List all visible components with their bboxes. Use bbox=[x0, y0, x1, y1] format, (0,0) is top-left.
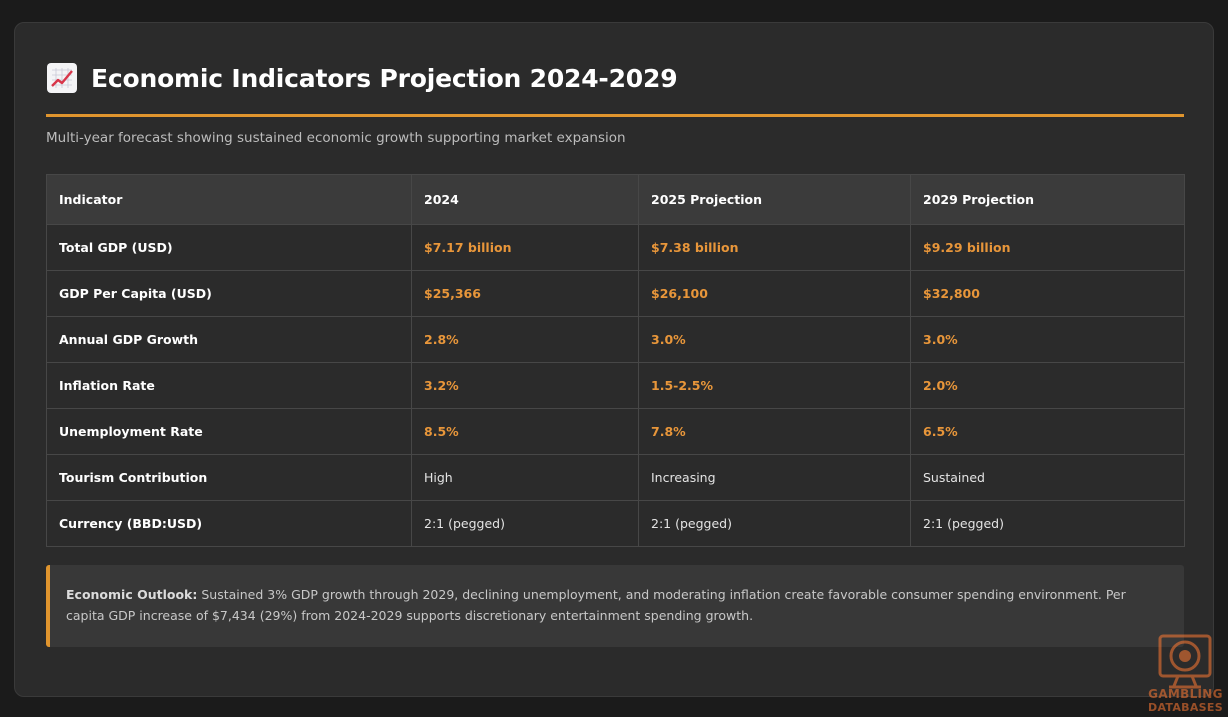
title-divider bbox=[46, 114, 1184, 117]
row-label: Tourism Contribution bbox=[46, 454, 412, 501]
cell-2029: $9.29 billion bbox=[910, 224, 1185, 271]
table-row: Currency (BBD:USD) 2:1 (pegged) 2:1 (peg… bbox=[46, 500, 1185, 547]
row-label: GDP Per Capita (USD) bbox=[46, 270, 412, 317]
row-label: Inflation Rate bbox=[46, 362, 412, 409]
page-subtitle: Multi-year forecast showing sustained ec… bbox=[46, 130, 626, 146]
logo-line-1: GAMBLING bbox=[1148, 687, 1223, 701]
cell-2024: $7.17 billion bbox=[411, 224, 639, 271]
row-label: Total GDP (USD) bbox=[46, 224, 412, 271]
cell-2029: Sustained bbox=[910, 454, 1185, 501]
table-row: GDP Per Capita (USD) $25,366 $26,100 $32… bbox=[46, 270, 1185, 317]
table-body: Total GDP (USD) $7.17 billion $7.38 bill… bbox=[46, 224, 1185, 547]
column-header-2025: 2025 Projection bbox=[638, 174, 911, 225]
monitor-chip-icon bbox=[1158, 634, 1212, 689]
chart-increasing-icon bbox=[47, 63, 77, 93]
table-row: Unemployment Rate 8.5% 7.8% 6.5% bbox=[46, 408, 1185, 455]
cell-2025: Increasing bbox=[638, 454, 911, 501]
table-row: Tourism Contribution High Increasing Sus… bbox=[46, 454, 1185, 501]
cell-2029: 2.0% bbox=[910, 362, 1185, 409]
cell-2029: 6.5% bbox=[910, 408, 1185, 455]
table-header-row: Indicator 2024 2025 Projection 2029 Proj… bbox=[46, 174, 1185, 225]
cell-2025: 7.8% bbox=[638, 408, 911, 455]
gambling-databases-logo: GAMBLING DATABASES bbox=[1143, 632, 1228, 717]
cell-2024: $25,366 bbox=[411, 270, 639, 317]
cell-2024: 8.5% bbox=[411, 408, 639, 455]
cell-2025: $7.38 billion bbox=[638, 224, 911, 271]
cell-2024: High bbox=[411, 454, 639, 501]
column-header-2024: 2024 bbox=[411, 174, 639, 225]
cell-2025: 3.0% bbox=[638, 316, 911, 363]
row-label: Currency (BBD:USD) bbox=[46, 500, 412, 547]
indicators-card: Economic Indicators Projection 2024-2029… bbox=[14, 22, 1214, 697]
indicators-table: Indicator 2024 2025 Projection 2029 Proj… bbox=[46, 174, 1185, 547]
logo-line-2: DATABASES bbox=[1148, 701, 1223, 714]
outlook-label: Economic Outlook: bbox=[66, 587, 198, 602]
cell-2029: 2:1 (pegged) bbox=[910, 500, 1185, 547]
outlook-text: Sustained 3% GDP growth through 2029, de… bbox=[66, 587, 1126, 623]
cell-2025: 2:1 (pegged) bbox=[638, 500, 911, 547]
row-label: Unemployment Rate bbox=[46, 408, 412, 455]
row-label: Annual GDP Growth bbox=[46, 316, 412, 363]
title-row: Economic Indicators Projection 2024-2029 bbox=[47, 61, 678, 95]
table-row: Inflation Rate 3.2% 1.5-2.5% 2.0% bbox=[46, 362, 1185, 409]
column-header-2029: 2029 Projection bbox=[910, 174, 1185, 225]
table-row: Annual GDP Growth 2.8% 3.0% 3.0% bbox=[46, 316, 1185, 363]
column-header-indicator: Indicator bbox=[46, 174, 412, 225]
cell-2029: 3.0% bbox=[910, 316, 1185, 363]
cell-2029: $32,800 bbox=[910, 270, 1185, 317]
cell-2024: 2.8% bbox=[411, 316, 639, 363]
cell-2025: $26,100 bbox=[638, 270, 911, 317]
page-title: Economic Indicators Projection 2024-2029 bbox=[91, 63, 678, 93]
cell-2025: 1.5-2.5% bbox=[638, 362, 911, 409]
economic-outlook-callout: Economic Outlook: Sustained 3% GDP growt… bbox=[46, 565, 1184, 647]
cell-2024: 2:1 (pegged) bbox=[411, 500, 639, 547]
table-row: Total GDP (USD) $7.17 billion $7.38 bill… bbox=[46, 224, 1185, 271]
cell-2024: 3.2% bbox=[411, 362, 639, 409]
